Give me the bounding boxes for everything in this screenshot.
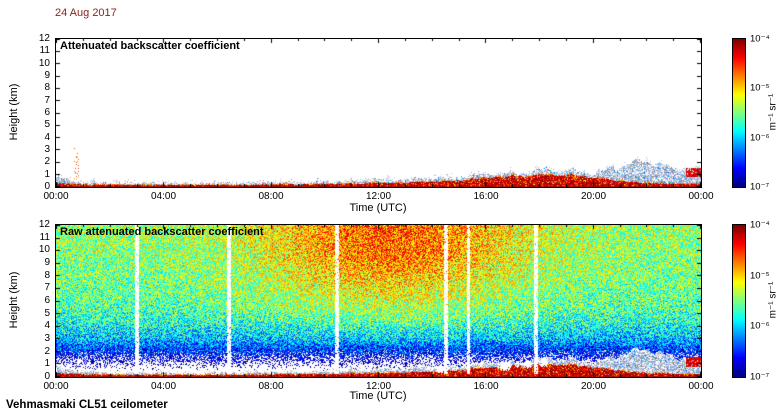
y-tick-label: 5 [44, 307, 50, 319]
y-axis-label-top: Height (km) [8, 83, 20, 141]
colorbar-tick-label: 10⁻⁶ [750, 320, 770, 332]
y-tick-label: 12 [38, 219, 50, 230]
x-tick-label: 20:00 [580, 381, 607, 392]
y-tick-label: 3 [44, 144, 50, 155]
x-tick-label: 04:00 [150, 191, 177, 202]
colorbar-tick-label: 10⁻⁵ [750, 270, 770, 282]
y-tick-label: 2 [44, 156, 50, 168]
x-tick-label: 00:00 [688, 381, 714, 392]
y-tick-label: 7 [44, 94, 50, 106]
y-tick-label: 1 [44, 358, 50, 370]
x-tick-label: 08:00 [258, 191, 284, 202]
x-axis-label-bottom: Time (UTC) [349, 390, 407, 402]
raw-plot-title: Raw attenuated backscatter coefficient [60, 226, 264, 238]
x-tick-label: 00:00 [688, 191, 714, 202]
colorbar-tick-label: 10⁻⁶ [750, 132, 770, 144]
y-tick-label: 1 [44, 168, 50, 180]
y-tick-label: 8 [44, 82, 50, 94]
colorbar-bottom: 10⁻⁴ 10⁻⁵ 10⁻⁶ 10⁻⁷ [732, 220, 770, 383]
y-tick-label: 0 [44, 371, 50, 382]
y-tick-label: 9 [44, 70, 50, 81]
y-tick-label: 8 [44, 269, 50, 281]
y-tick-label: 2 [44, 345, 50, 357]
x-tick-label: 08:00 [258, 381, 284, 392]
y-tick-label: 11 [39, 45, 50, 57]
attenuated-plot-title: Attenuated backscatter coefficient [60, 40, 240, 52]
y-tick-label: 6 [44, 107, 50, 118]
colorbar-unit-label-bottom: m⁻¹ sr⁻¹ [767, 281, 779, 319]
y-tick-label: 10 [38, 57, 50, 69]
x-tick-label: 16:00 [473, 191, 499, 202]
x-tick-label: 12:00 [365, 381, 392, 392]
y-tick-label: 10 [38, 244, 50, 256]
x-tick-label: 00:00 [43, 191, 69, 202]
y-tick-label: 6 [44, 295, 50, 306]
raw-backscatter-plot: Raw attenuated backscatter coefficient 0… [39, 220, 714, 393]
colorbar-top: 10⁻⁴ 10⁻⁵ 10⁻⁶ 10⁻⁷ [732, 34, 770, 193]
x-tick-label: 00:00 [43, 381, 69, 392]
y-tick-label: 4 [44, 131, 50, 143]
colorbar-tick-label: 10⁻⁷ [750, 371, 770, 383]
y-tick-label: 12 [38, 33, 50, 44]
x-tick-label: 04:00 [150, 381, 177, 392]
colorbar-tick-label: 10⁻⁴ [750, 33, 770, 45]
y-tick-label: 5 [44, 119, 50, 131]
raw-heatmap-canvas [56, 225, 701, 377]
y-tick-label: 0 [44, 181, 50, 192]
y-tick-label: 7 [44, 282, 50, 294]
y-tick-label: 9 [44, 257, 50, 268]
date-label: 24 Aug 2017 [55, 7, 117, 19]
x-tick-label: 20:00 [580, 191, 607, 202]
colorbar-tick-label: 10⁻⁷ [750, 181, 770, 193]
colorbar-tick-label: 10⁻⁴ [750, 219, 770, 231]
x-tick-label: 16:00 [473, 381, 499, 392]
x-tick-label: 12:00 [365, 191, 392, 202]
y-axis-label-bottom: Height (km) [8, 271, 20, 329]
y-tick-label: 4 [44, 320, 50, 332]
y-tick-label: 3 [44, 333, 50, 344]
colorbar-tick-label: 10⁻⁵ [750, 82, 770, 94]
attenuated-heatmap-canvas [56, 39, 701, 187]
colorbar-gradient-bottom [733, 225, 745, 377]
y-tick-label: 11 [39, 231, 50, 243]
colorbar-unit-label-top: m⁻¹ sr⁻¹ [767, 93, 779, 131]
x-axis-label-top: Time (UTC) [349, 202, 407, 214]
colorbar-gradient-top [733, 39, 745, 187]
station-label: Vehmasmaki CL51 ceilometer [6, 399, 168, 411]
